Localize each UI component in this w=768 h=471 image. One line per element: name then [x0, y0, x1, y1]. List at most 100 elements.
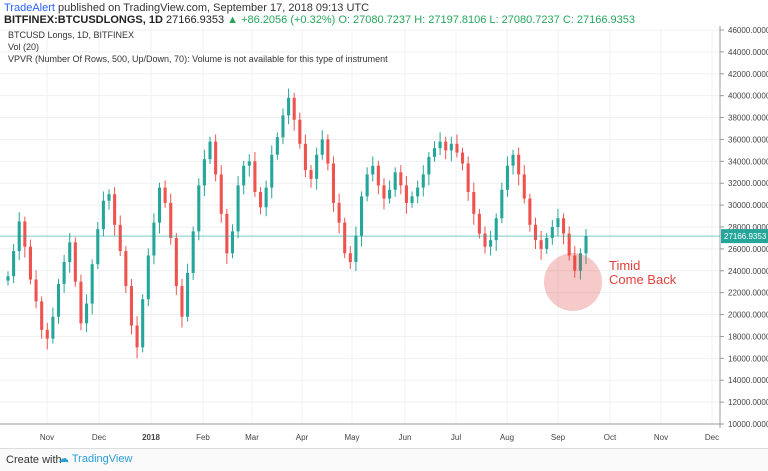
x-tick-label: Mar — [245, 433, 259, 442]
candle-body — [315, 154, 319, 179]
candle-body — [427, 156, 431, 175]
candle-body — [141, 299, 145, 348]
candle-body — [107, 194, 111, 201]
y-tick-label: 10000.0000 — [728, 420, 768, 429]
y-tick-label: 16000.0000 — [728, 354, 768, 363]
symbol-line: BITFINEX:BTCUSDLONGS, 1D 27166.9353 ▲ +8… — [4, 14, 635, 26]
publish-header: TradeAlert published on TradingView.com,… — [0, 0, 768, 26]
candle-body — [197, 185, 201, 232]
x-tick-label: 2018 — [142, 433, 160, 442]
candle-body — [528, 198, 532, 225]
candle-body — [258, 191, 263, 208]
candle-body — [449, 143, 453, 151]
candle-body — [399, 172, 403, 186]
candle-body — [270, 154, 274, 188]
candle-body — [483, 233, 487, 247]
brand-name: TradingView — [71, 453, 133, 465]
candle-body — [264, 187, 268, 208]
candle-body — [287, 97, 291, 116]
candle-body — [348, 253, 352, 263]
x-tick-label: Oct — [604, 433, 617, 442]
candle-body — [169, 202, 173, 238]
candle-body — [129, 286, 133, 326]
candle-body — [6, 276, 10, 281]
y-tick-label: 20000.0000 — [728, 311, 768, 320]
candle-body — [230, 231, 235, 254]
made-with-label: Create with — [6, 454, 62, 466]
price-chart[interactable]: 46000.0000 44000.0000 42000.0000 40000.0000… — [0, 26, 768, 446]
x-tick-label: Nov — [40, 433, 54, 442]
y-tick-label: 36000.0000 — [728, 135, 768, 144]
chart-svg[interactable]: 46000.0000 44000.0000 42000.0000 40000.0000… — [0, 26, 768, 446]
last-price-text: 27166.9353 — [165, 14, 225, 26]
candle-body — [174, 237, 178, 287]
candle-body — [135, 325, 139, 348]
candle-body — [152, 222, 156, 256]
candle-body — [533, 224, 538, 241]
candle-body — [432, 148, 437, 157]
y-tick-label: 28000.0000 — [728, 223, 768, 232]
symbol-name[interactable]: BITFINEX:BTCUSDLONGS, 1D — [4, 14, 163, 26]
last-price-label: 27166.9353 — [724, 232, 767, 241]
candle-body — [292, 97, 296, 120]
candle-body — [522, 174, 526, 199]
candle-body — [208, 141, 212, 160]
candle-body — [298, 119, 302, 144]
price-change: ▲ +86.2056 (+0.32%) — [227, 14, 336, 26]
candle-body — [45, 329, 49, 339]
candle-body — [511, 154, 515, 166]
y-tick-label: 18000.0000 — [728, 332, 768, 341]
candle-body — [326, 139, 330, 164]
candle-body — [550, 227, 554, 238]
candle-body — [242, 165, 246, 186]
y-tick-label: 24000.0000 — [728, 267, 768, 276]
y-tick-label: 34000.0000 — [728, 157, 768, 166]
candle-body — [354, 235, 358, 263]
candle-body — [404, 185, 408, 203]
candle-body — [309, 170, 313, 179]
x-tick-label: May — [344, 433, 359, 442]
candle-body — [101, 200, 105, 230]
candle-body — [371, 165, 375, 175]
candle-body — [477, 213, 481, 234]
candle-body — [79, 281, 83, 324]
candle-body — [303, 143, 307, 171]
candle-body — [51, 316, 55, 339]
x-tick-label: Nov — [654, 433, 668, 442]
candle-body — [505, 165, 509, 190]
candle-body — [410, 196, 414, 203]
y-tick-label: 12000.0000 — [728, 398, 768, 407]
candle-body — [466, 163, 470, 192]
candle-body — [118, 224, 122, 252]
tradingview-logo[interactable]: ☁ TradingView — [58, 453, 133, 465]
legend-vpvr: VPVR (Number Of Rows, 500, Up/Down, 70):… — [8, 54, 388, 64]
x-tick-label: Dec — [705, 433, 719, 442]
y-tick-label: 14000.0000 — [728, 376, 768, 385]
candle-body — [113, 194, 117, 225]
last-price-tag — [721, 229, 768, 244]
y-tick-label: 22000.0000 — [728, 289, 768, 298]
candle-body — [23, 221, 27, 247]
candle-body — [90, 264, 94, 304]
x-tick-label: Aug — [500, 433, 514, 442]
x-tick-label: Jun — [399, 433, 412, 442]
candle-body — [489, 240, 493, 247]
candle-body — [275, 137, 279, 155]
candle-body — [578, 253, 582, 271]
y-tick-label: 42000.0000 — [728, 70, 768, 79]
y-tick-label: 44000.0000 — [728, 48, 768, 57]
y-tick-label: 26000.0000 — [728, 245, 768, 254]
candle-body — [365, 174, 369, 197]
candle-body — [62, 262, 66, 284]
candle-body — [556, 218, 560, 227]
ohlc-values: O: 27080.7237 H: 27197.8106 L: 27080.723… — [338, 14, 635, 26]
footer-bar: Create with ☁ TradingView — [0, 448, 768, 471]
candle-body — [494, 218, 498, 241]
y-tick-label: 46000.0000 — [728, 26, 768, 35]
candle-body — [567, 233, 571, 256]
candle-body — [40, 301, 44, 330]
candle-body — [191, 231, 195, 273]
legend-title: BTCUSD Longs, 1D, BITFINEX — [8, 30, 134, 40]
author-link[interactable]: TradeAlert — [4, 2, 55, 14]
